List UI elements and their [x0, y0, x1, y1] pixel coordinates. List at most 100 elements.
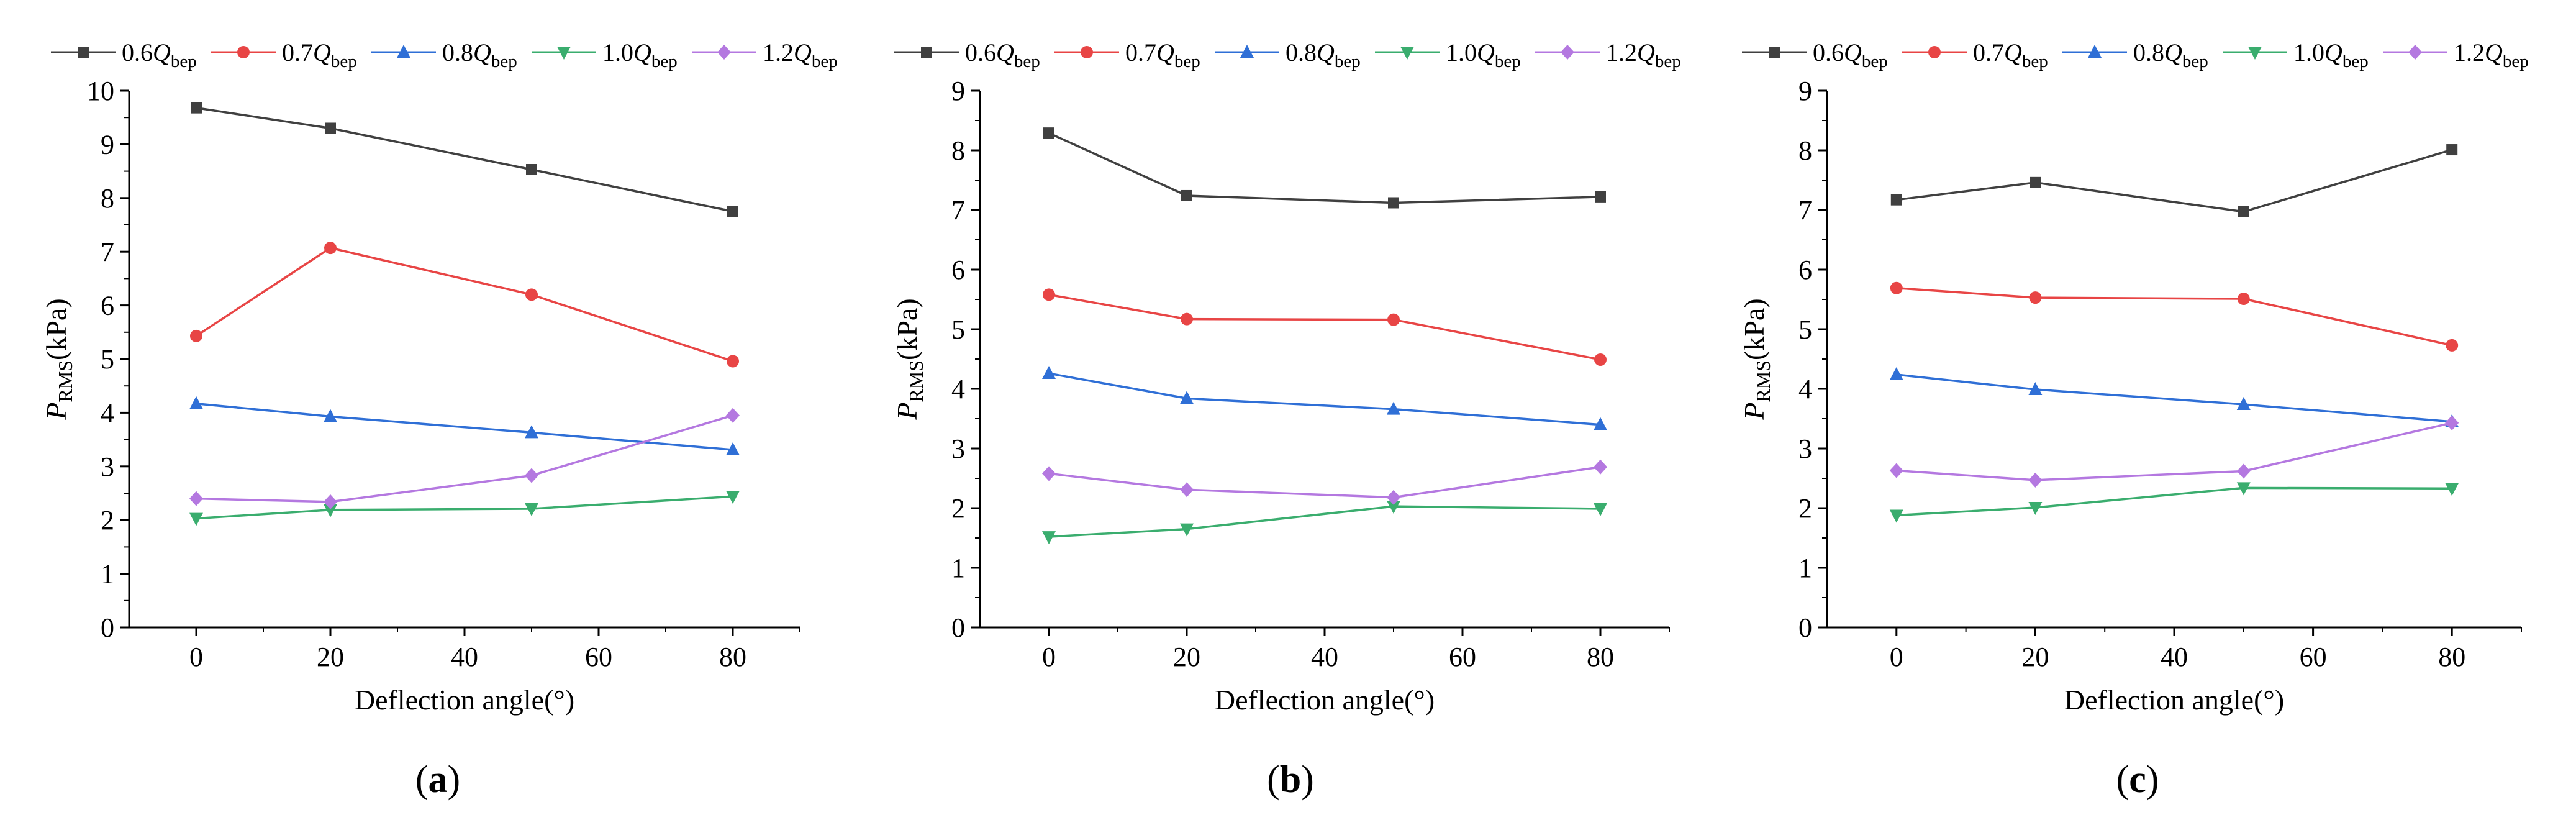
data-point: [2028, 502, 2043, 516]
series-line: [1896, 422, 2452, 481]
legend-item-0: 0.6Qbep: [894, 39, 1040, 71]
y-axis-label: PRMS(kPa): [891, 298, 927, 420]
x-tick-label: 40: [2161, 642, 2188, 672]
y-tick-label: 1: [1798, 553, 1812, 583]
panel-letter-a: a: [428, 758, 448, 801]
data-point: [189, 512, 203, 526]
legend-marker: [1561, 45, 1574, 60]
y-tick-label: 2: [1798, 493, 1812, 524]
legend-item-1: 0.7Qbep: [1054, 39, 1200, 71]
series-0: [191, 102, 738, 217]
data-point: [727, 206, 738, 217]
series-line: [196, 414, 733, 503]
legend-item-3: 1.0Qbep: [1375, 39, 1521, 71]
legend-label: 0.7Qbep: [1125, 39, 1200, 71]
data-point: [1889, 509, 1903, 523]
data-point: [2236, 482, 2251, 496]
x-tick-label: 60: [1449, 642, 1476, 672]
data-point: [1042, 531, 1056, 545]
data-point: [324, 504, 337, 517]
y-tick-label: 2: [101, 505, 114, 535]
legend-item-3: 1.0Qbep: [2223, 39, 2369, 71]
data-point: [2238, 206, 2249, 217]
series-line: [1048, 293, 1601, 361]
data-point: [1180, 523, 1194, 537]
legend-marker: [1928, 46, 1941, 58]
y-tick-label: 1: [951, 553, 965, 583]
y-tick-label: 1: [101, 559, 114, 590]
data-point: [526, 164, 537, 176]
legend: 0.6Qbep 0.7Qbep 0.8Qbep 1.0Qbep 1.2Qbep: [51, 39, 838, 71]
data-point: [2236, 463, 2251, 479]
x-tick-label: 40: [1311, 642, 1338, 672]
y-tick-label: 0: [101, 613, 114, 643]
data-point: [1181, 312, 1193, 326]
data-point: [2446, 144, 2458, 156]
data-point: [1042, 466, 1056, 481]
data-point: [1594, 353, 1607, 366]
y-tick-label: 3: [1798, 434, 1812, 464]
panel-label-c: (c): [2116, 758, 2159, 801]
legend-label: 0.6Qbep: [965, 39, 1040, 71]
data-point: [191, 102, 202, 114]
series-line: [1896, 486, 2452, 517]
legend-item-2: 0.8Qbep: [371, 39, 517, 71]
legend-marker: [1769, 47, 1780, 58]
data-point: [2236, 396, 2251, 410]
legend-item-1: 0.7Qbep: [1902, 39, 2048, 71]
data-point: [190, 329, 202, 342]
legend-item-0: 0.6Qbep: [51, 39, 197, 71]
legend-label: 0.7Qbep: [282, 39, 357, 71]
data-point: [1594, 417, 1607, 430]
data-point: [189, 396, 203, 409]
legend-marker: [1240, 45, 1254, 58]
data-point: [1594, 459, 1607, 475]
legend-marker: [78, 47, 89, 58]
series-line: [1896, 287, 2452, 347]
series-2: [1042, 366, 1607, 430]
y-tick-label: 6: [101, 291, 114, 321]
data-point: [525, 288, 538, 301]
y-tick-label: 3: [951, 434, 965, 464]
legend-label: 0.8Qbep: [442, 39, 517, 71]
x-tick-label: 0: [1042, 642, 1056, 672]
panel-label-a: (a): [415, 758, 461, 801]
series-line: [1048, 372, 1601, 426]
legend-label: 1.2Qbep: [1606, 39, 1681, 71]
legend-item-1: 0.7Qbep: [211, 39, 357, 71]
legend-marker: [397, 45, 410, 58]
series-line: [1048, 505, 1601, 538]
legend-item-4: 1.2Qbep: [692, 39, 838, 71]
legend-label: 0.6Qbep: [1813, 39, 1888, 71]
chart-panel-b: 0.6Qbep 0.7Qbep 0.8Qbep 1.0Qbep 1.2Qbep 0 1 2 3 4…: [891, 39, 1681, 716]
y-tick-label: 5: [101, 344, 114, 375]
data-point: [2028, 381, 2043, 395]
data-point: [1890, 194, 1902, 206]
y-tick-label: 3: [101, 452, 114, 482]
data-point: [525, 468, 538, 483]
data-point: [1387, 313, 1400, 326]
data-point: [2237, 293, 2250, 306]
series-4: [1889, 415, 2459, 488]
data-point: [1387, 401, 1400, 415]
legend-marker: [2248, 47, 2262, 60]
y-axis-label: PRMS(kPa): [40, 298, 76, 420]
data-point: [726, 442, 740, 456]
x-tick-label: 20: [2021, 642, 2049, 672]
x-tick-label: 20: [1173, 642, 1200, 672]
series-line: [1896, 148, 2452, 213]
x-axis-label: Deflection angle(°): [1215, 684, 1435, 716]
legend-label: 1.2Qbep: [2454, 39, 2529, 71]
data-point: [726, 491, 740, 504]
y-tick-label: 6: [951, 255, 965, 285]
data-point: [1595, 191, 1606, 203]
data-point: [325, 122, 336, 134]
data-point: [525, 425, 538, 439]
legend-marker: [1400, 47, 1414, 60]
y-tick-label: 7: [101, 237, 114, 267]
series-2: [189, 396, 740, 456]
series-3: [189, 491, 740, 526]
data-point: [324, 494, 337, 509]
data-point: [1043, 127, 1054, 139]
series-3: [1042, 501, 1607, 545]
